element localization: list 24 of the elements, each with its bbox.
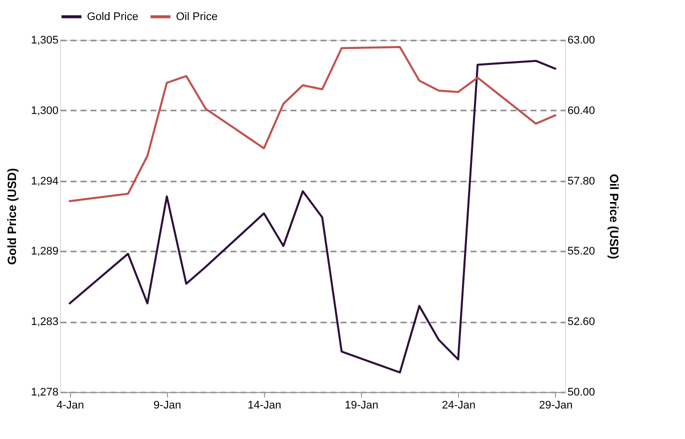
y-tick-label: 1,294 (30, 175, 58, 188)
y-tick-label: 1,283 (30, 316, 58, 328)
line-series (68, 46, 556, 202)
x-tick-label: 9-Jan (154, 400, 182, 412)
y2-tick-label: 57.80 (568, 175, 596, 188)
x-tick-label: 19-Jan (344, 400, 378, 412)
y2-tick-label: 52.60 (568, 316, 596, 328)
legend-label: Gold Price (87, 10, 138, 23)
y2-axis-title: Oil Price (USD) (607, 174, 622, 260)
x-tick-label: 24-Jan (442, 400, 476, 412)
y-tick-label: 1,305 (30, 34, 58, 46)
x-tick-label: 4-Jan (56, 400, 84, 412)
y-tick-label: 1,300 (30, 104, 58, 117)
y2-tick-label: 50.00 (568, 386, 596, 398)
y2-tick-label: 55.20 (568, 246, 596, 258)
y2-tick-label: 63.00 (568, 34, 596, 46)
x-tick-label: 14-Jan (248, 400, 282, 412)
y2-tick-label: 60.40 (568, 104, 596, 117)
x-tick-label: 29-Jan (538, 400, 573, 412)
y-axis-title: Gold Price (USD) (4, 168, 19, 265)
y-tick-label: 1,278 (30, 386, 58, 398)
line-series (68, 60, 556, 374)
legend-label: Oil Price (176, 10, 218, 23)
y-tick-label: 1,289 (30, 246, 58, 258)
